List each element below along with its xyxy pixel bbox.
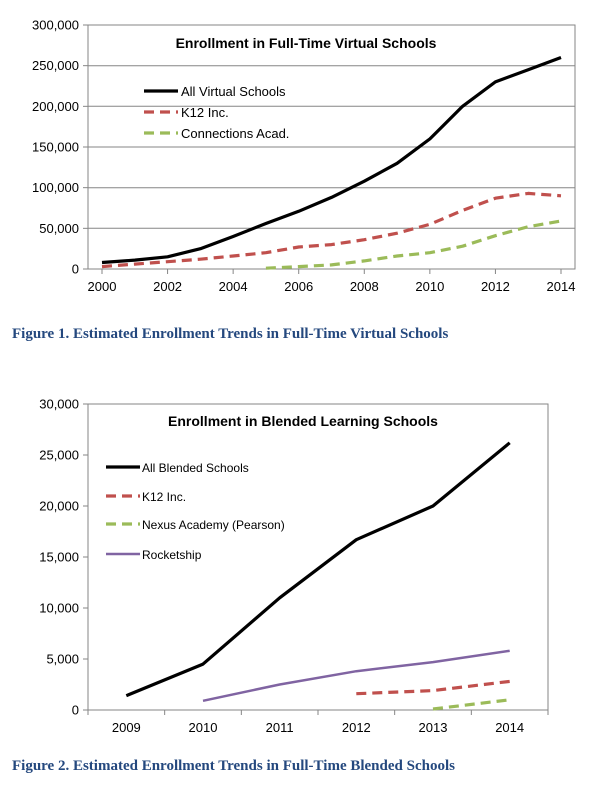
y-tick-label: 200,000 (32, 99, 79, 114)
y-tick-label: 250,000 (32, 58, 79, 73)
y-tick-label: 0 (72, 262, 79, 277)
y-tick-label: 300,000 (32, 18, 79, 33)
chart-title: Enrollment in Blended Learning Schools (168, 413, 438, 429)
legend: All Virtual Schools K12 Inc. Connections… (144, 84, 289, 141)
x-tick-label: 2004 (219, 279, 248, 294)
x-tick-label: 2010 (415, 279, 444, 294)
series-line-k12-inc (356, 679, 510, 696)
x-tick-label: 2000 (88, 279, 117, 294)
y-tick-label: 50,000 (39, 221, 79, 236)
y-axis-ticks: 0 50,000 100,000 150,000 200,000 250,000 300,0… (32, 18, 88, 277)
legend-label-rocketship: Rocketship (142, 548, 202, 562)
y-tick-label: 5,000 (46, 652, 79, 667)
series-line-rocketship (202, 649, 510, 703)
y-axis-ticks: 0 5,000 10,000 15,000 20,000 25,000 30,000 (39, 397, 88, 718)
legend-label-all-blended: All Blended Schools (142, 461, 249, 475)
chart-blended-schools: 0 5,000 10,000 15,000 20,000 25,000 30,000 200… (39, 397, 549, 735)
legend-label-k12: K12 Inc. (142, 490, 186, 504)
legend-label-k12: K12 Inc. (181, 105, 229, 120)
x-tick-label: 2013 (419, 720, 448, 735)
x-tick-label: 2012 (342, 720, 371, 735)
x-tick-label: 2009 (112, 720, 141, 735)
y-tick-label: 0 (72, 703, 79, 718)
y-tick-label: 25,000 (39, 448, 79, 463)
legend-label-connections: Connections Acad. (181, 126, 289, 141)
series-line-k12-inc (101, 191, 562, 269)
y-tick-label: 150,000 (32, 140, 79, 155)
chart-title: Enrollment in Full-Time Virtual Schools (176, 35, 437, 51)
chart-virtual-schools: 0 50,000 100,000 150,000 200,000 250,000 300,0… (32, 18, 576, 294)
x-tick-label: 2011 (266, 720, 294, 735)
x-tick-label: 2014 (547, 279, 576, 294)
y-gridlines (88, 65, 575, 229)
series-line-all-virtual-schools (101, 56, 562, 265)
series-line-nexus-academy-pearson (432, 698, 510, 711)
x-tick-label: 2008 (350, 279, 379, 294)
legend-label-nexus: Nexus Academy (Pearson) (142, 518, 285, 532)
y-tick-label: 10,000 (39, 601, 79, 616)
y-tick-label: 30,000 (39, 397, 79, 412)
y-tick-label: 20,000 (39, 499, 79, 514)
x-axis-ticks: 2009 2010 2011 2012 2013 2014 (87, 710, 549, 735)
series-lines (125, 441, 511, 711)
figure-1-caption: Figure 1. Estimated Enrollment Trends in… (12, 326, 449, 342)
legend: All Blended Schools K12 Inc. Nexus Acade… (106, 461, 285, 562)
legend-label-all-virtual: All Virtual Schools (181, 84, 286, 99)
x-tick-label: 2002 (153, 279, 182, 294)
series-line-all-blended-schools (125, 441, 511, 698)
figure-2-caption: Figure 2. Estimated Enrollment Trends in… (12, 758, 455, 774)
x-axis-ticks: 2000 2002 2004 2006 2008 2010 2012 2014 (88, 269, 576, 294)
x-tick-label: 2012 (481, 279, 510, 294)
series-line-connections-acad (265, 219, 562, 270)
y-tick-label: 15,000 (39, 550, 79, 565)
x-tick-label: 2014 (495, 720, 524, 735)
x-tick-label: 2010 (189, 720, 218, 735)
y-tick-label: 100,000 (32, 180, 79, 195)
series-lines (101, 56, 562, 270)
x-tick-label: 2006 (284, 279, 313, 294)
